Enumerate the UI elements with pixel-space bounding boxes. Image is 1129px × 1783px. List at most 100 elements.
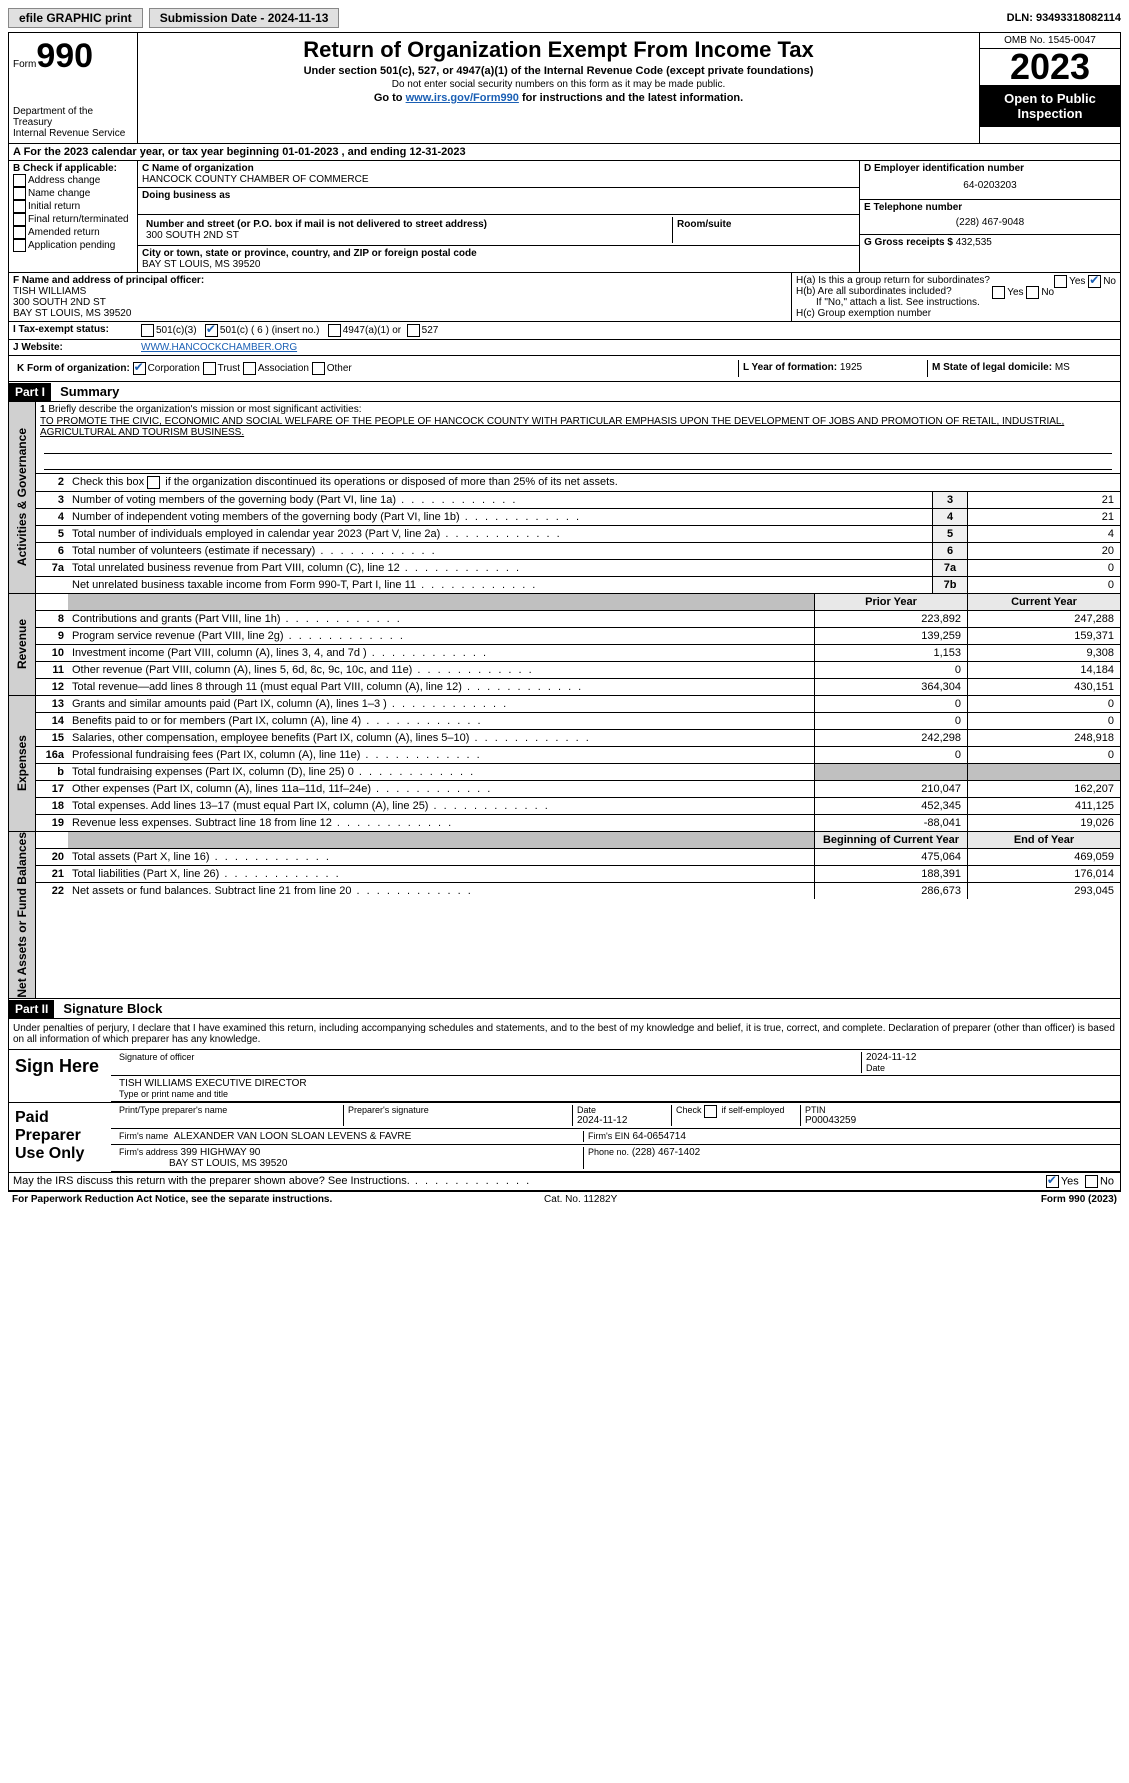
hb-note: If "No," attach a list. See instructions… [796,297,1116,308]
line-num: b [36,764,68,780]
current-value: 19,026 [967,815,1120,831]
chk-amended[interactable] [13,226,26,239]
prior-value: 188,391 [814,866,967,882]
chk-hb-no[interactable] [1026,286,1039,299]
line-num: 10 [36,645,68,661]
discuss-text: May the IRS discuss this return with the… [9,1173,968,1190]
ha-label: H(a) Is this a group return for subordin… [796,275,990,286]
line-desc: Total expenses. Add lines 13–17 (must eq… [68,798,814,814]
col-headers-netassets: Beginning of Current Year End of Year [36,832,1120,849]
hdr-prior-year: Prior Year [814,594,967,610]
line-desc: Revenue less expenses. Subtract line 18 … [68,815,814,831]
summary-line-7a: 7aTotal unrelated business revenue from … [36,560,1120,577]
line-num [36,577,68,593]
identity-block: B Check if applicable: Address change Na… [8,161,1121,273]
state-domicile: MS [1055,362,1070,373]
pra-notice: For Paperwork Reduction Act Notice, see … [12,1194,332,1205]
chk-501c[interactable] [205,324,218,337]
top-bar: efile GRAPHIC print Submission Date - 20… [8,8,1121,28]
chk-initial-return[interactable] [13,200,26,213]
line-desc: Total liabilities (Part X, line 26) [68,866,814,882]
chk-ha-yes[interactable] [1054,275,1067,288]
irs-link[interactable]: www.irs.gov/Form990 [406,92,519,104]
chk-app-pending[interactable] [13,239,26,252]
chk-corp[interactable] [133,362,146,375]
lbl-app-pending: Application pending [28,240,115,251]
opt-527: 527 [422,325,439,336]
prior-value: -88,041 [814,815,967,831]
tab-net-assets: Net Assets or Fund Balances [15,832,29,998]
line-num: 13 [36,696,68,712]
line-num: 18 [36,798,68,814]
line-desc: Total revenue—add lines 8 through 11 (mu… [68,679,814,695]
room-label: Room/suite [677,219,851,230]
firm-ein-label: Firm's EIN [588,1131,630,1141]
chk-final-return[interactable] [13,213,26,226]
blank-line-2 [44,455,1112,470]
line-1: 1 Briefly describe the organization's mi… [36,402,1120,474]
line-box: 7b [932,577,967,593]
submission-date: Submission Date - 2024-11-13 [149,8,340,28]
discuss-row: May the IRS discuss this return with the… [9,1173,1120,1190]
col-b-checkboxes: B Check if applicable: Address change Na… [9,161,138,272]
chk-name-change[interactable] [13,187,26,200]
discuss-yes: Yes [1061,1175,1079,1187]
prior-value: 0 [814,662,967,678]
dba-label: Doing business as [142,190,855,201]
line-num: 20 [36,849,68,865]
opt-trust: Trust [218,363,240,374]
chk-discontinued[interactable] [147,476,160,489]
line-value: 21 [967,509,1120,525]
expense-line-17: 17Other expenses (Part IX, column (A), l… [36,781,1120,798]
form-title: Return of Organization Exempt From Incom… [142,37,975,63]
hc-label: H(c) Group exemption number [796,308,1116,319]
line-value: 0 [967,560,1120,576]
chk-assoc[interactable] [243,362,256,375]
current-value: 248,918 [967,730,1120,746]
chk-discuss-yes[interactable] [1046,1175,1059,1188]
current-value: 159,371 [967,628,1120,644]
chk-discuss-no[interactable] [1085,1175,1098,1188]
line-num: 6 [36,543,68,559]
ein-label: D Employer identification number [864,163,1116,174]
prior-value: 223,892 [814,611,967,627]
chk-501c3[interactable] [141,324,154,337]
hdr-current-year: Current Year [967,594,1120,610]
tax-year: 2023 [980,49,1120,85]
prior-value: 286,673 [814,883,967,899]
line-desc: Salaries, other compensation, employee b… [68,730,814,746]
gross-value: 432,535 [956,237,992,248]
website-link[interactable]: WWW.HANCOCKCHAMBER.ORG [141,342,297,353]
chk-address-change[interactable] [13,174,26,187]
current-value [967,764,1120,780]
current-value: 0 [967,713,1120,729]
row-j: J Website: WWW.HANCOCKCHAMBER.ORG [8,340,1121,356]
line-desc: Other revenue (Part VIII, column (A), li… [68,662,814,678]
summary-line-5: 5Total number of individuals employed in… [36,526,1120,543]
city-label: City or town, state or province, country… [142,248,855,259]
i-label: I Tax-exempt status: [9,322,137,339]
prior-value: 0 [814,696,967,712]
dept-treasury: Department of the Treasury [13,106,133,128]
firm-phone-label: Phone no. [588,1147,629,1157]
firm-addr1: 399 HIGHWAY 90 [181,1147,261,1158]
opt-corp: Corporation [148,363,200,374]
chk-527[interactable] [407,324,420,337]
netassets-line-20: 20Total assets (Part X, line 16)475,0644… [36,849,1120,866]
chk-trust[interactable] [203,362,216,375]
chk-4947[interactable] [328,324,341,337]
chk-self-employed[interactable] [704,1105,717,1118]
line-num: 4 [36,509,68,525]
line-num: 9 [36,628,68,644]
line-num: 11 [36,662,68,678]
hdr-end-year: End of Year [967,832,1120,848]
ein-value: 64-0203203 [864,174,1116,197]
expense-line-15: 15Salaries, other compensation, employee… [36,730,1120,747]
chk-ha-no[interactable] [1088,275,1101,288]
goto-prefix: Go to [374,92,406,104]
chk-other[interactable] [312,362,325,375]
chk-hb-yes[interactable] [992,286,1005,299]
line-num: 8 [36,611,68,627]
line-value: 0 [967,577,1120,593]
b-label: B Check if applicable: [13,163,133,174]
